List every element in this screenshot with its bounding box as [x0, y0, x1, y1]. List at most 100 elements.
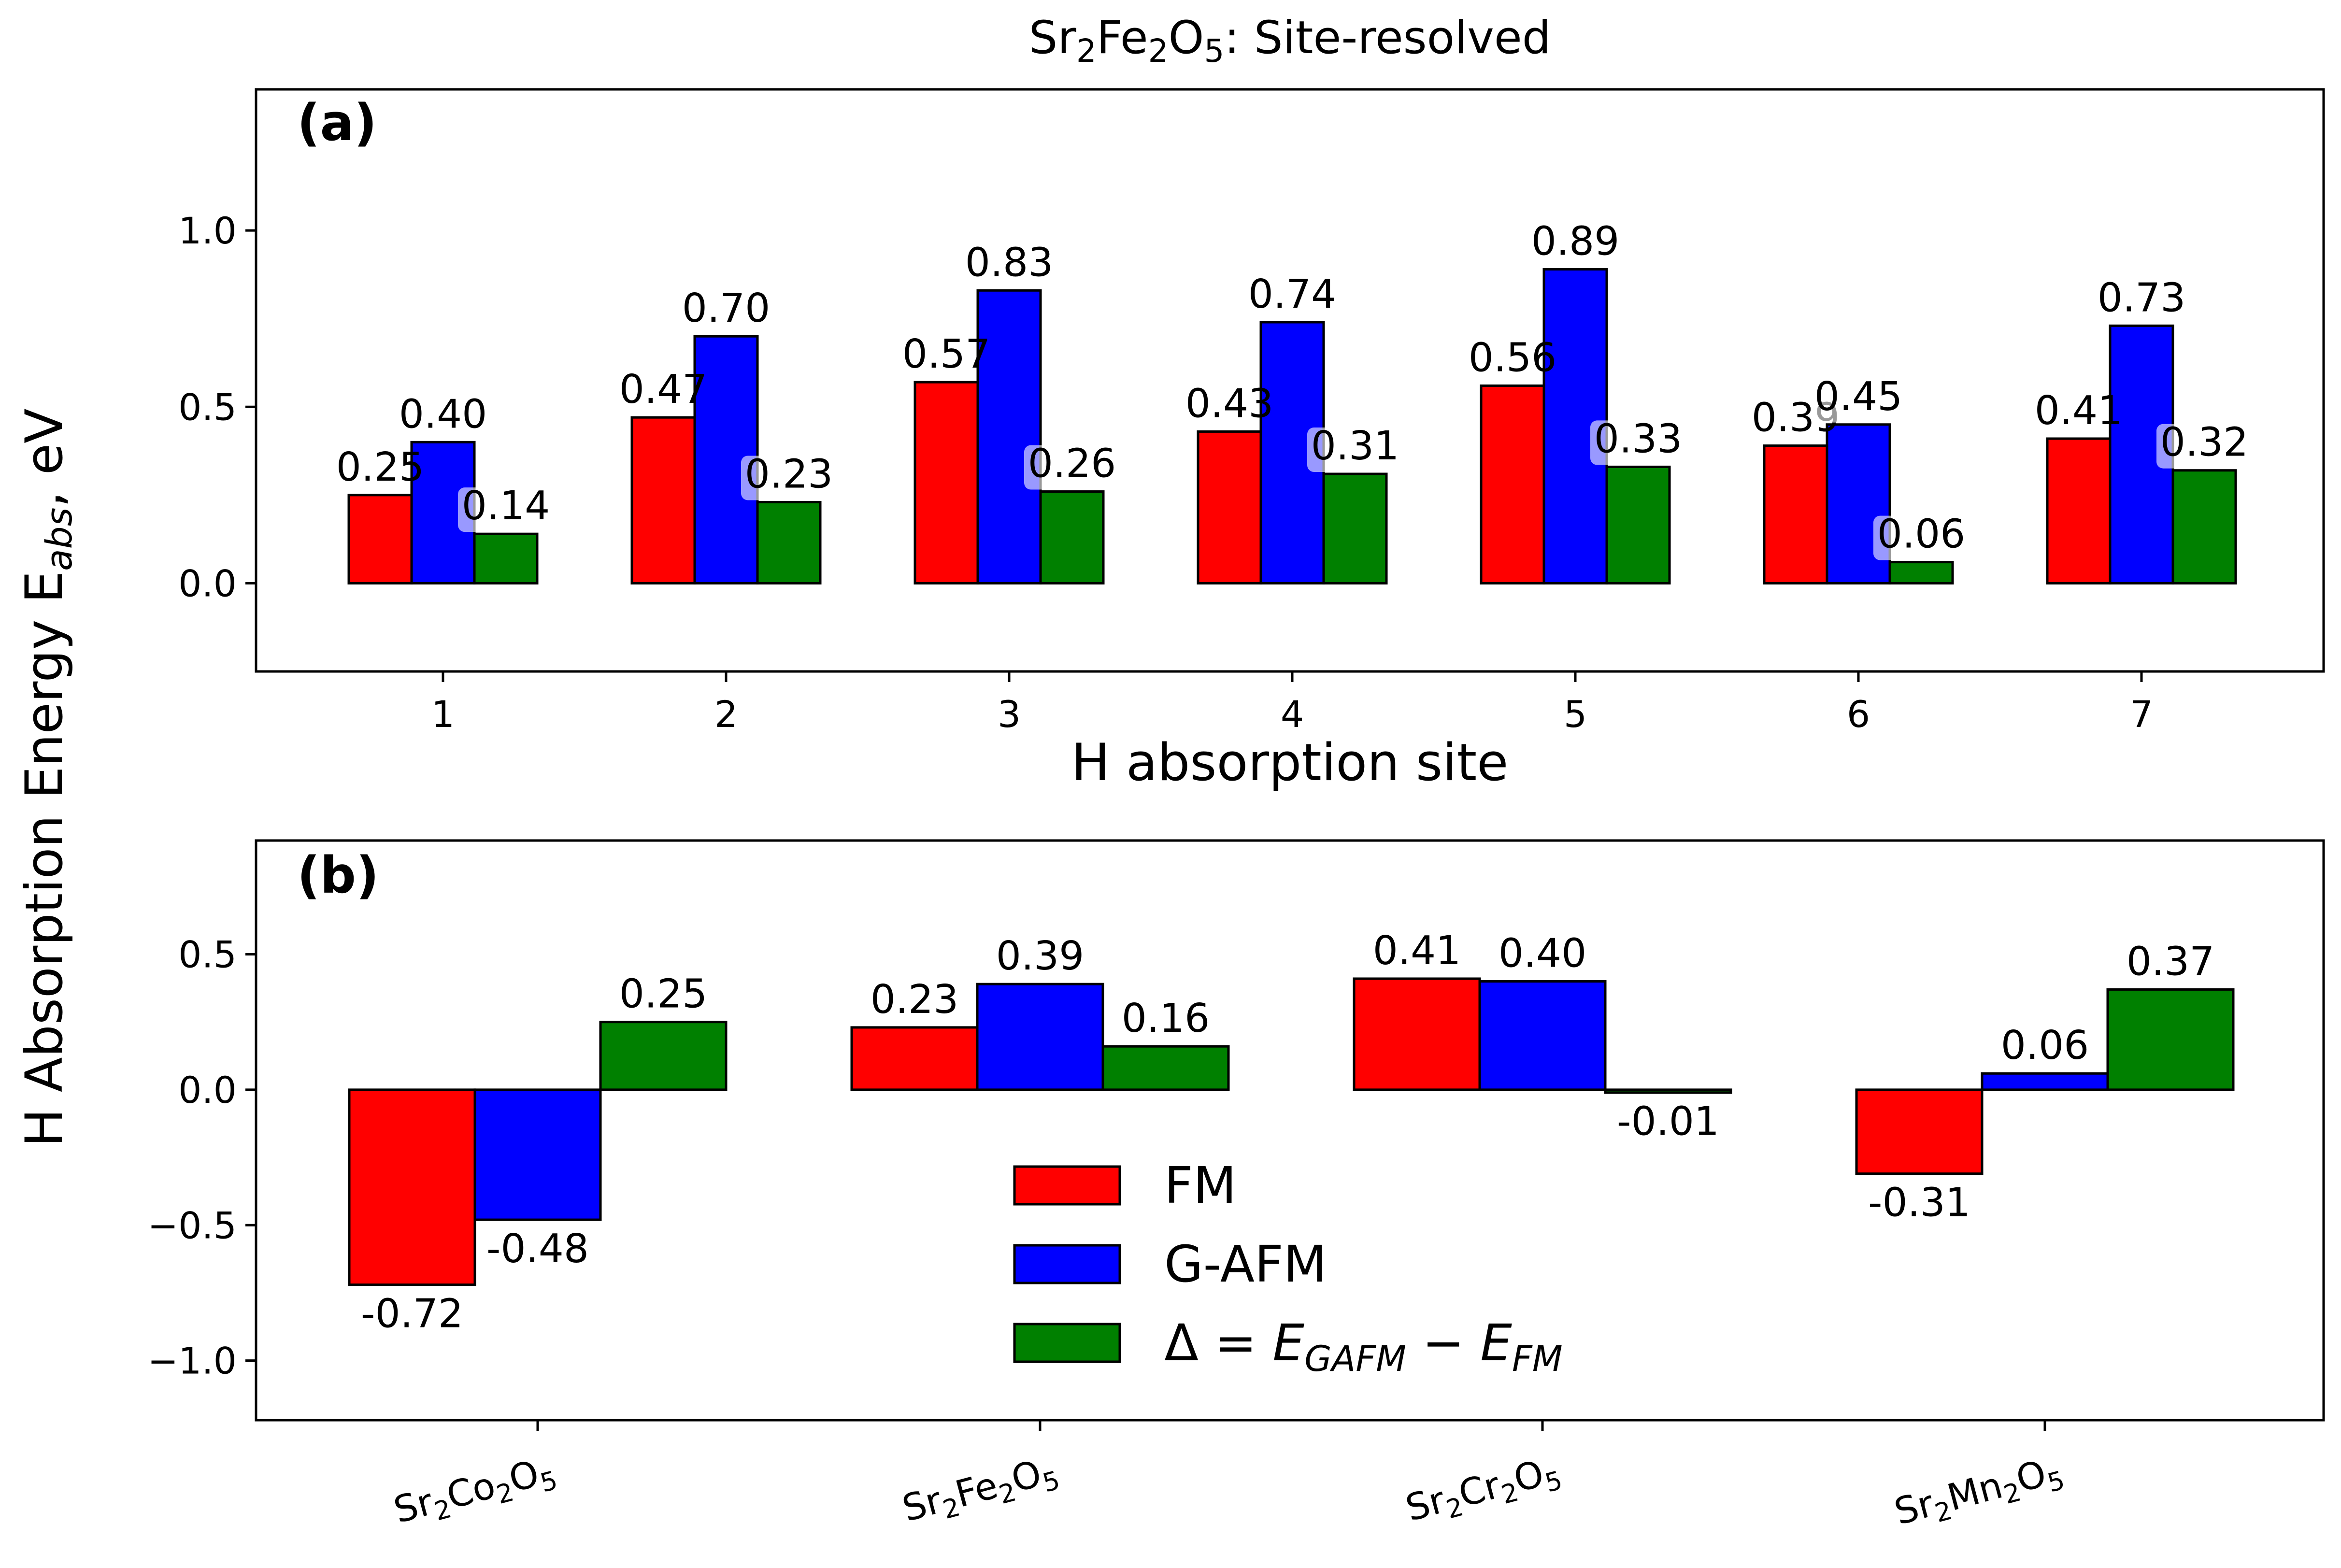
panel-b-label-fm-4: -0.31	[1868, 1180, 1970, 1226]
panel-b-y-tick-label-0: −1.0	[147, 1340, 237, 1383]
panel-a-label-box-delta-7	[2156, 424, 2252, 469]
legend-swatch-delta	[1013, 1323, 1121, 1363]
panel-a-y-tick-label-0: 0.0	[178, 562, 237, 605]
panel-a-x-tick-label-4: 4	[1281, 693, 1304, 736]
panel-b-x-tick-label-sr2cr2o5: Sr2Cr2O5	[1401, 1447, 1566, 1535]
panel-a-label-box-gafm-6	[1811, 378, 1906, 423]
panel-b-label-delta-3: -0.01	[1617, 1098, 1719, 1144]
y-axis-label: H Absorption Energy Eabs, eV	[14, 409, 80, 1147]
panel-a-label-box-gafm-1	[395, 396, 491, 441]
panel-a-label-delta-1: 0.14	[462, 483, 550, 529]
panel-a-bar-fm-3	[914, 381, 979, 584]
panel-a-x-ticks: 1 2 3 4 5 6 7	[431, 671, 2153, 736]
panel-b-bars	[348, 977, 2235, 1286]
panel-b-label-delta-4: 0.37	[2127, 939, 2215, 984]
legend-delta-e1: E	[1272, 1313, 1304, 1372]
panel-b-bar-gafm-1	[473, 1088, 602, 1221]
panel-a-bar-delta-4	[1322, 472, 1388, 584]
panel-b-label-fm-3: 0.41	[1373, 928, 1461, 974]
panel-b-label-gafm-2: 0.39	[996, 933, 1085, 979]
panel-a-label-delta-2: 0.23	[745, 451, 833, 497]
panel-a-label-fm-1: 0.25	[336, 444, 425, 490]
panel-a-bar-delta-5	[1605, 465, 1671, 584]
legend-delta-s2: FM	[1512, 1339, 1563, 1380]
panel-b-x-ticks: Sr2Co2O5 Sr2Fe2O5 Sr2Cr2O5 Sr2Mn2O5	[389, 1420, 2068, 1538]
panel-a-bar-delta-7	[2171, 469, 2237, 584]
panel-a-x-tick-label-6: 6	[1847, 693, 1870, 736]
panel-a: 0.250.470.570.430.560.39 0.410.400.700.83…	[178, 88, 2325, 792]
panel-a-bar-delta-6	[1888, 561, 1954, 584]
panel-a-label-box-delta-4	[1307, 428, 1403, 472]
panel-b-label-delta-2: 0.16	[1122, 996, 1210, 1041]
y-axis-label-main: H Absorption Energy E	[14, 571, 74, 1147]
panel-b-label-fm-1: -0.72	[361, 1291, 463, 1337]
panel-b-label-gafm-4: 0.06	[2001, 1023, 2089, 1069]
title-sub-1: 2	[1076, 32, 1097, 70]
panel-a-x-tick-label-3: 3	[998, 693, 1021, 736]
panel-b-label-delta-1: 0.25	[619, 971, 708, 1017]
panel-b-x-tick-part-1-0: Sr	[389, 1480, 438, 1532]
panel-a-x-tick-label-2: 2	[714, 693, 738, 736]
panel-a-label-delta-7: 0.32	[2160, 420, 2249, 466]
title-text-2: Fe	[1097, 12, 1148, 64]
y-axis-label-tail: , eV	[14, 409, 74, 508]
panel-a-bar-fm-1	[347, 494, 413, 584]
legend-delta-s1: GAFM	[1304, 1339, 1406, 1380]
panel-a-bar-fm-4	[1197, 430, 1262, 584]
panel-a-label-gafm-5: 0.89	[1531, 218, 1620, 264]
panel-a-label-box-delta-1	[458, 487, 554, 532]
panel-a-label-gafm-6: 0.45	[1814, 374, 1903, 420]
panel-a-label-delta-3: 0.26	[1028, 441, 1116, 487]
panel-b-bar-fm-3	[1353, 977, 1481, 1091]
panel-b-frame	[255, 839, 2325, 1422]
panel-a-x-axis-label: H absorption site	[1071, 733, 1509, 792]
panel-b-x-tick-part-4-2: Mn	[1943, 1463, 2007, 1519]
panel-a-label-box-gafm-3	[961, 244, 1057, 289]
panel-b-bar-gafm-4	[1981, 1072, 2109, 1091]
panel-a-label-delta-5: 0.33	[1594, 416, 1683, 462]
panel-b-label-fm-2: 0.23	[871, 977, 959, 1023]
panel-a-y-tick-label-1: 0.5	[178, 385, 237, 428]
panel-a-bar-fm-6	[1763, 444, 1828, 584]
title-text-1: Sr	[1029, 12, 1077, 64]
panel-a-bar-fm-2	[630, 416, 696, 584]
panel-b-bar-fm-1	[348, 1088, 476, 1286]
panel-a-label-box-gafm-2	[678, 290, 774, 335]
panel-b-x-tick-part-1-2: Co	[442, 1463, 500, 1517]
panel-b-bar-gafm-3	[1478, 980, 1607, 1091]
panel-a-label-box-gafm-5	[1527, 223, 1623, 268]
panel-b-x-tick-part-2-0: Sr	[898, 1478, 947, 1530]
panel-a-label-gafm-2: 0.70	[682, 285, 771, 331]
panel-a-bar-labels: 0.250.470.570.430.560.39 0.410.400.700.83…	[336, 218, 2252, 560]
legend-label-fm: FM	[1164, 1156, 1237, 1215]
panel-b-bar-delta-1	[599, 1021, 728, 1091]
y-axis-label-sub: abs	[39, 508, 80, 571]
panel-a-label-fm-3: 0.57	[902, 331, 991, 377]
panel-b-y-tick-label-1: −0.5	[147, 1204, 237, 1247]
panel-a-bar-delta-2	[756, 500, 822, 584]
panel-b-x-tick-part-3-0: Sr	[1401, 1478, 1450, 1530]
title-text-3: O	[1168, 12, 1204, 64]
title-text-4: : Site-resolved	[1224, 12, 1551, 64]
panel-a-label-fm-7: 0.41	[2035, 388, 2123, 434]
legend-delta-prefix: Δ =	[1164, 1313, 1272, 1372]
panel-a-label-box-delta-6	[1873, 515, 1969, 560]
panel-a-bar-delta-3	[1039, 490, 1105, 584]
panel-b-x-tick-label-sr2mn2o5: Sr2Mn2O5	[1890, 1447, 2068, 1538]
panel-a-label-gafm-3: 0.83	[965, 240, 1054, 285]
panel-a-label-fm-5: 0.56	[1469, 335, 1557, 381]
panel-b-y-tick-label-3: 0.5	[178, 933, 237, 976]
panel-a-label-box-delta-5	[1590, 420, 1686, 465]
panel-a-label-box-gafm-4	[1244, 276, 1340, 320]
panel-a-x-tick-label-1: 1	[431, 693, 455, 736]
panel-b-bar-delta-2	[1101, 1045, 1230, 1091]
panel-a-label-box-delta-2	[741, 456, 837, 500]
panel-b-x-tick-label-sr2fe2o5: Sr2Fe2O5	[898, 1447, 1063, 1535]
panel-a-label-gafm-4: 0.74	[1248, 271, 1337, 317]
panel-b-bar-fm-4	[1855, 1088, 1984, 1175]
legend-label-delta: Δ = EGAFM − EFM	[1164, 1313, 1563, 1380]
panel-a-frame	[255, 88, 2325, 673]
panel-b-y-tick-label-2: 0.0	[178, 1069, 237, 1112]
panel-b-y-ticks: −1.0 −0.5 0.0 0.5	[147, 933, 256, 1383]
panel-a-label-gafm-1: 0.40	[399, 391, 487, 437]
